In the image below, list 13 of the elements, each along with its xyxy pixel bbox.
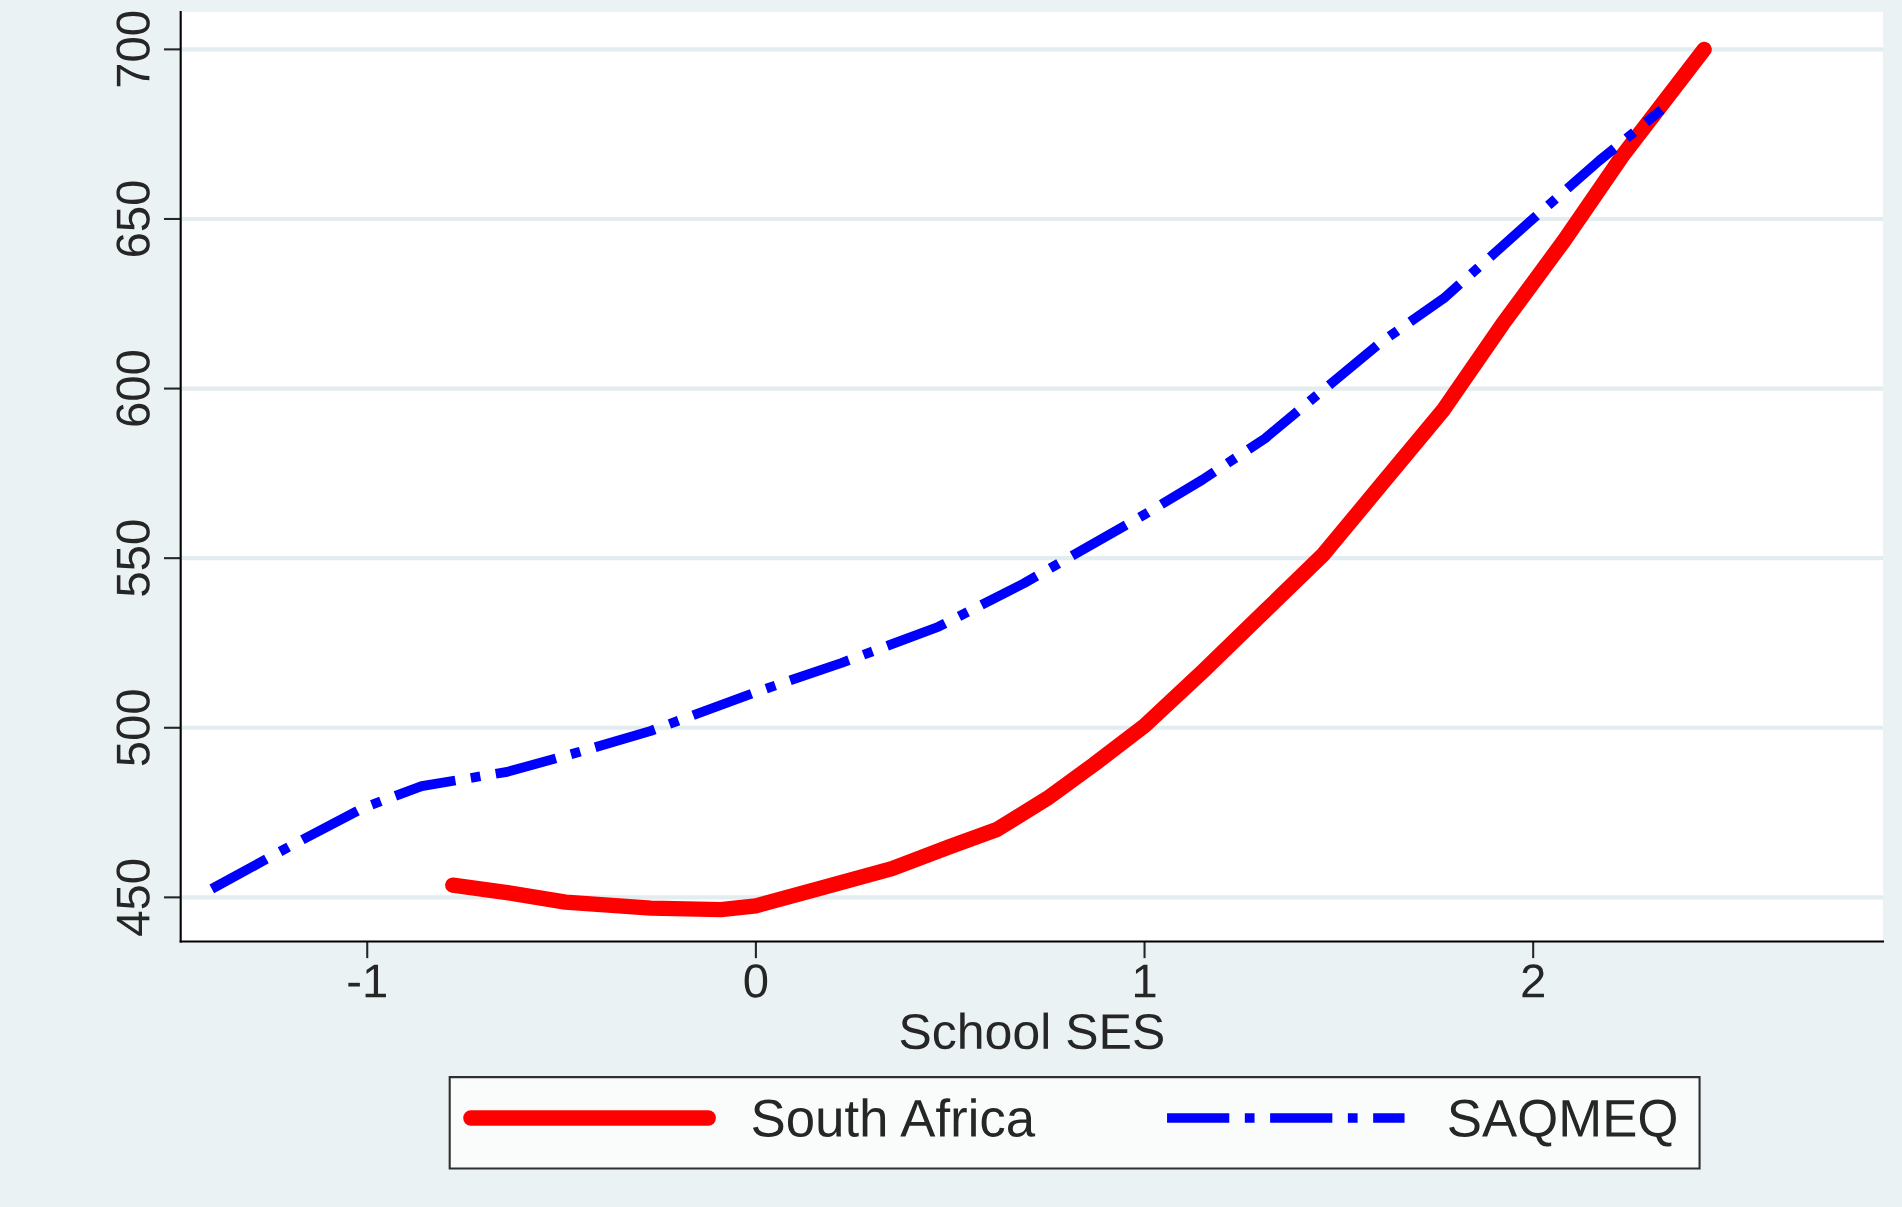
- x-tick-label: -1: [348, 964, 386, 998]
- x-tick-label: 0: [744, 964, 768, 998]
- y-tick-label: 550: [116, 520, 150, 596]
- y-tick-label: 450: [116, 859, 150, 936]
- x-axis-title: School SES: [900, 1012, 1163, 1050]
- legend-label: South Africa: [752, 1098, 1036, 1137]
- y-tick-label: 600: [116, 351, 150, 426]
- y-tick-label: 500: [116, 690, 150, 766]
- y-tick-label: 700: [116, 11, 150, 87]
- x-tick-label: 2: [1522, 964, 1544, 998]
- legend-label: SAQMEQ: [1449, 1099, 1676, 1147]
- x-tick-label: 1: [1135, 964, 1156, 998]
- y-tick-label: 650: [116, 181, 150, 256]
